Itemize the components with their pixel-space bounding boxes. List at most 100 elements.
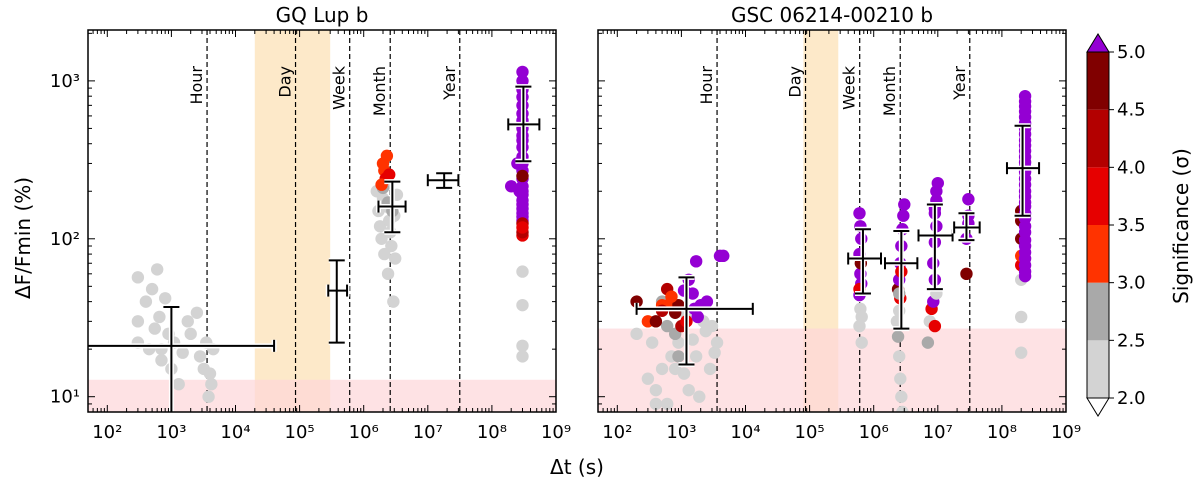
data-point xyxy=(853,319,866,333)
colorbar-tick-label: 2.5 xyxy=(1117,330,1146,351)
data-point xyxy=(689,350,703,363)
x-axis-label: Δt (s) xyxy=(550,455,604,479)
data-point xyxy=(176,346,189,359)
data-point xyxy=(717,249,730,263)
colorbar: Significance (σ) 2.0 2.5 3.0 3.5 4.0 4.5 5.0 xyxy=(1086,33,1193,417)
data-point xyxy=(516,339,529,353)
data-point xyxy=(893,350,906,363)
data-point xyxy=(516,350,529,363)
data-point xyxy=(380,149,394,163)
data-point xyxy=(931,176,944,190)
panel-title: GSC 06214-00210 b xyxy=(731,3,933,27)
marker-label-year: Year xyxy=(440,66,459,101)
data-point xyxy=(139,295,153,308)
plot-frame xyxy=(597,29,1067,413)
x-tick-label: 10⁹ xyxy=(1051,422,1081,443)
x-tick-label: 10³ xyxy=(156,422,186,443)
data-point xyxy=(665,290,678,303)
data-point xyxy=(145,282,159,296)
data-point xyxy=(689,255,703,268)
x-tick-label: 10⁴ xyxy=(730,422,760,443)
data-point xyxy=(387,295,400,308)
data-point xyxy=(516,169,529,183)
day-band xyxy=(254,30,331,412)
plot-area: Hour Day Week Month Year xyxy=(598,30,1066,412)
plot-frame xyxy=(87,29,557,413)
x-tick-label: 10⁷ xyxy=(413,422,443,443)
data-point xyxy=(148,322,161,335)
colorbar-tick-label: 3.5 xyxy=(1117,215,1146,236)
x-tick-label: 10⁶ xyxy=(349,422,379,443)
marker-label-month: Month xyxy=(880,66,899,116)
data-point xyxy=(655,362,669,376)
data-point xyxy=(205,377,218,391)
data-point xyxy=(853,207,866,220)
x-tick-label: 10⁵ xyxy=(795,422,825,443)
data-point xyxy=(516,65,529,79)
data-point xyxy=(388,252,402,265)
data-point xyxy=(649,315,663,328)
data-point xyxy=(516,74,529,88)
x-tick-label: 10⁷ xyxy=(923,422,953,443)
data-point xyxy=(630,327,643,341)
x-tick-label: 10⁸ xyxy=(477,422,507,443)
x-tick-label: 10⁸ xyxy=(987,422,1017,443)
data-point xyxy=(693,390,706,403)
data-point xyxy=(710,336,724,349)
data-point xyxy=(928,319,942,333)
data-point xyxy=(891,330,905,343)
data-point xyxy=(385,239,398,253)
data-point xyxy=(921,336,935,349)
marker-label-day: Day xyxy=(276,66,295,98)
data-point xyxy=(193,350,207,363)
data-point xyxy=(1018,269,1032,283)
data-point xyxy=(131,271,145,284)
marker-label-week: Week xyxy=(840,65,859,110)
x-tick-label: 10² xyxy=(92,422,122,443)
x-tick-label: 10⁴ xyxy=(220,422,250,443)
marker-label-week: Week xyxy=(330,65,349,110)
x-tick-label: 10⁵ xyxy=(285,422,315,443)
data-point xyxy=(895,390,908,403)
data-point xyxy=(896,405,909,412)
data-point xyxy=(700,295,714,308)
data-point xyxy=(691,310,704,324)
data-point xyxy=(855,336,868,349)
data-point xyxy=(630,295,643,308)
colorbar-tick-label: 5.0 xyxy=(1117,42,1146,63)
data-point xyxy=(960,267,973,281)
marker-label-day: Day xyxy=(786,66,805,98)
data-point xyxy=(660,397,674,411)
data-point xyxy=(181,315,194,328)
colorbar-tick-label: 4.5 xyxy=(1117,100,1146,121)
colorbar-tick-label: 4.0 xyxy=(1117,157,1146,178)
plot-area: Hour Day Week Month Year xyxy=(88,30,556,412)
data-point xyxy=(962,193,975,206)
data-point xyxy=(672,350,685,363)
x-tick-label: 10² xyxy=(602,422,632,443)
data-point xyxy=(703,362,717,376)
y-tick-label: 10² xyxy=(50,229,80,250)
y-axis-label: ΔF/Fmin (%) xyxy=(11,177,35,299)
marker-label-hour: Hour xyxy=(187,66,206,105)
marker-label-month: Month xyxy=(370,66,389,116)
colorbar-under-arrow xyxy=(1086,397,1110,417)
colorbar-segment xyxy=(1087,282,1109,341)
colorbar-segment xyxy=(1087,167,1109,225)
panel-gq-lup-b: GQ Lup b Hour Day Week Month Year 10² 10³ 10⁴ 10… xyxy=(50,3,571,443)
colorbar-over-arrow xyxy=(1086,33,1110,53)
data-point xyxy=(894,372,907,385)
data-point xyxy=(203,367,217,380)
x-tick-label: 10⁶ xyxy=(859,422,889,443)
data-point xyxy=(677,367,691,380)
data-point xyxy=(641,372,655,385)
colorbar-tick-label: 3.0 xyxy=(1117,273,1146,294)
data-point xyxy=(686,333,699,346)
data-point xyxy=(153,310,166,324)
panel-title: GQ Lup b xyxy=(276,3,369,27)
data-point xyxy=(649,383,663,397)
marker-label-hour: Hour xyxy=(697,66,716,105)
data-point xyxy=(897,209,910,222)
data-point xyxy=(705,319,719,333)
